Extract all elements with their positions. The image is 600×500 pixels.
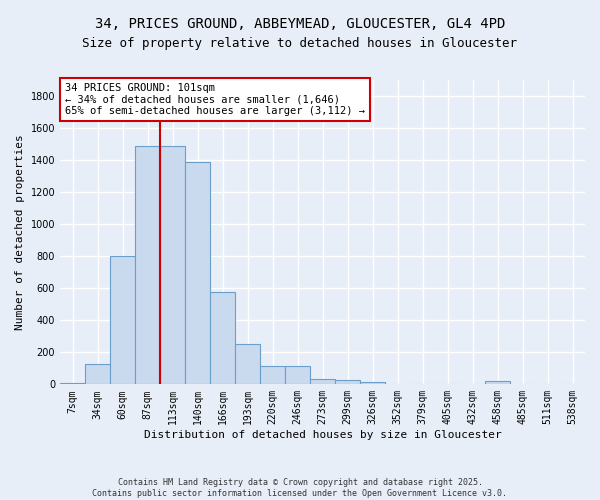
Bar xyxy=(310,378,335,384)
Bar xyxy=(135,146,160,384)
Bar xyxy=(85,364,110,384)
Bar xyxy=(285,366,310,384)
X-axis label: Distribution of detached houses by size in Gloucester: Distribution of detached houses by size … xyxy=(143,430,502,440)
Bar xyxy=(235,344,260,385)
Y-axis label: Number of detached properties: Number of detached properties xyxy=(15,134,25,330)
Text: 34, PRICES GROUND, ABBEYMEAD, GLOUCESTER, GL4 4PD: 34, PRICES GROUND, ABBEYMEAD, GLOUCESTER… xyxy=(95,18,505,32)
Bar xyxy=(210,292,235,384)
Bar xyxy=(185,162,210,384)
Bar xyxy=(335,380,360,384)
Text: Size of property relative to detached houses in Gloucester: Size of property relative to detached ho… xyxy=(83,38,517,51)
Text: 34 PRICES GROUND: 101sqm
← 34% of detached houses are smaller (1,646)
65% of sem: 34 PRICES GROUND: 101sqm ← 34% of detach… xyxy=(65,83,365,116)
Text: Contains HM Land Registry data © Crown copyright and database right 2025.
Contai: Contains HM Land Registry data © Crown c… xyxy=(92,478,508,498)
Bar xyxy=(485,381,510,384)
Bar xyxy=(260,366,285,384)
Bar xyxy=(360,382,385,384)
Bar xyxy=(110,256,135,384)
Bar xyxy=(160,146,185,384)
Bar xyxy=(60,382,85,384)
